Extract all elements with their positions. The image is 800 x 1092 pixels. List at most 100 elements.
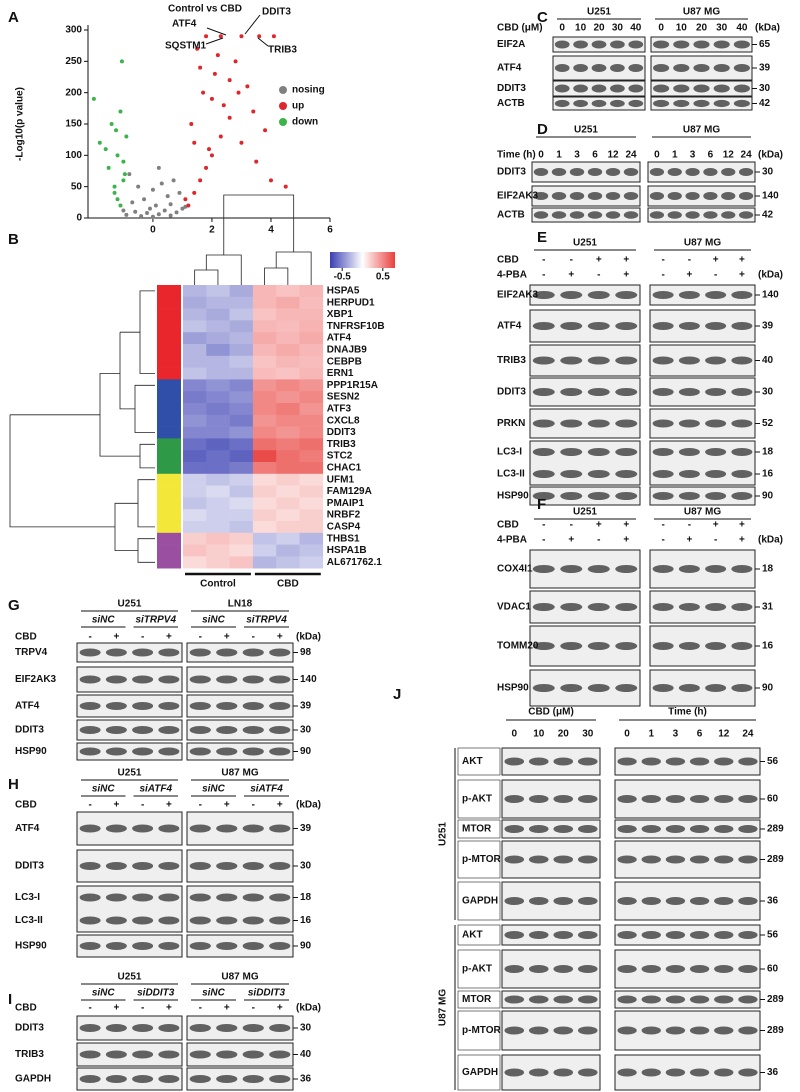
lane-label: + [166, 1003, 172, 1014]
band [105, 1024, 127, 1032]
band [216, 1075, 238, 1083]
band [132, 862, 154, 870]
heatmap-cell [229, 544, 254, 557]
band [158, 1050, 180, 1059]
kda-value: 31 [762, 602, 774, 613]
band [713, 40, 730, 49]
band [689, 795, 710, 803]
heatmap-cell [299, 509, 324, 522]
kda-value: 36 [300, 1074, 312, 1085]
band [652, 322, 674, 330]
protein-label: GAPDH [15, 1074, 51, 1085]
band [269, 893, 291, 902]
band [667, 168, 682, 176]
heatmap-cell [252, 497, 277, 510]
band [673, 99, 690, 108]
kda-value: 140 [300, 674, 317, 685]
heatmap-cell [229, 285, 254, 298]
band [615, 684, 638, 692]
gene-label: UFM1 [327, 474, 355, 485]
band [713, 99, 730, 108]
band [504, 1026, 525, 1035]
band [132, 1075, 154, 1083]
heatmap-cell [206, 462, 230, 475]
band [528, 795, 549, 803]
kda-value: 30 [300, 861, 312, 872]
band [216, 916, 238, 925]
band [713, 64, 730, 72]
heatmap-cell [252, 320, 277, 333]
band [577, 1026, 598, 1035]
gene-label: CASP4 [327, 522, 361, 533]
heatmap-cell [229, 332, 254, 345]
band [532, 642, 555, 650]
kda-value: 289 [767, 1025, 784, 1036]
protein-label: VDAC1 [497, 602, 531, 613]
kda-value: 30 [762, 387, 774, 398]
blot [501, 819, 601, 839]
blot [531, 161, 641, 183]
heatmap-cell [252, 438, 277, 451]
heatmap-cell [252, 544, 277, 557]
heatmap-cell [229, 367, 254, 380]
band [714, 757, 734, 766]
heatmap-cell [206, 367, 230, 380]
lane-label: - [88, 1003, 91, 1014]
band [678, 642, 700, 650]
band [731, 419, 753, 428]
protein-label: DDIT3 [15, 1023, 44, 1034]
legend-marker [279, 102, 287, 110]
kda-label: (kDa) [758, 270, 783, 281]
x-tick-label: 0 [150, 225, 156, 236]
band [678, 492, 700, 500]
blot [649, 440, 756, 486]
band [667, 192, 682, 200]
kda-value: 18 [762, 564, 774, 575]
band [587, 565, 610, 573]
heatmap-cell [206, 344, 230, 357]
heatmap-cell [206, 521, 230, 534]
band [504, 995, 525, 1004]
band [628, 99, 644, 108]
heatmap-cell [252, 426, 277, 439]
band [685, 168, 700, 176]
condition-label: CBD [497, 255, 519, 266]
heatmap-cell [299, 403, 324, 416]
band [79, 824, 101, 833]
band [738, 168, 754, 176]
band [731, 684, 753, 692]
blot [76, 742, 183, 761]
colorbar-label: -0.5 [334, 272, 352, 283]
band [532, 322, 555, 330]
kda-value: 39 [300, 701, 312, 712]
band [678, 419, 700, 428]
band [665, 897, 686, 905]
band [504, 1068, 525, 1077]
heatmap-cell [183, 485, 207, 498]
band [504, 965, 525, 973]
heatmap-cell [276, 544, 300, 557]
band [560, 642, 583, 650]
point [124, 134, 129, 139]
lane-label: 0 [538, 150, 544, 161]
band [216, 702, 238, 710]
band [528, 825, 549, 833]
point [180, 206, 185, 211]
heatmap-cell [229, 414, 254, 427]
point [201, 90, 206, 95]
band [641, 1068, 661, 1077]
band [105, 675, 127, 684]
band [705, 388, 727, 396]
band [528, 965, 549, 973]
cluster-bar [157, 414, 181, 427]
band [615, 419, 638, 428]
protein-label: TRIB3 [497, 355, 526, 366]
point [142, 197, 147, 202]
heatmap-cell [206, 320, 230, 333]
annotation-arrow [244, 14, 261, 35]
band [553, 1026, 574, 1035]
band [158, 1075, 180, 1083]
kda-value: 56 [767, 756, 779, 767]
heatmap-cell [276, 438, 300, 451]
protein-label: LC3-II [497, 469, 525, 480]
